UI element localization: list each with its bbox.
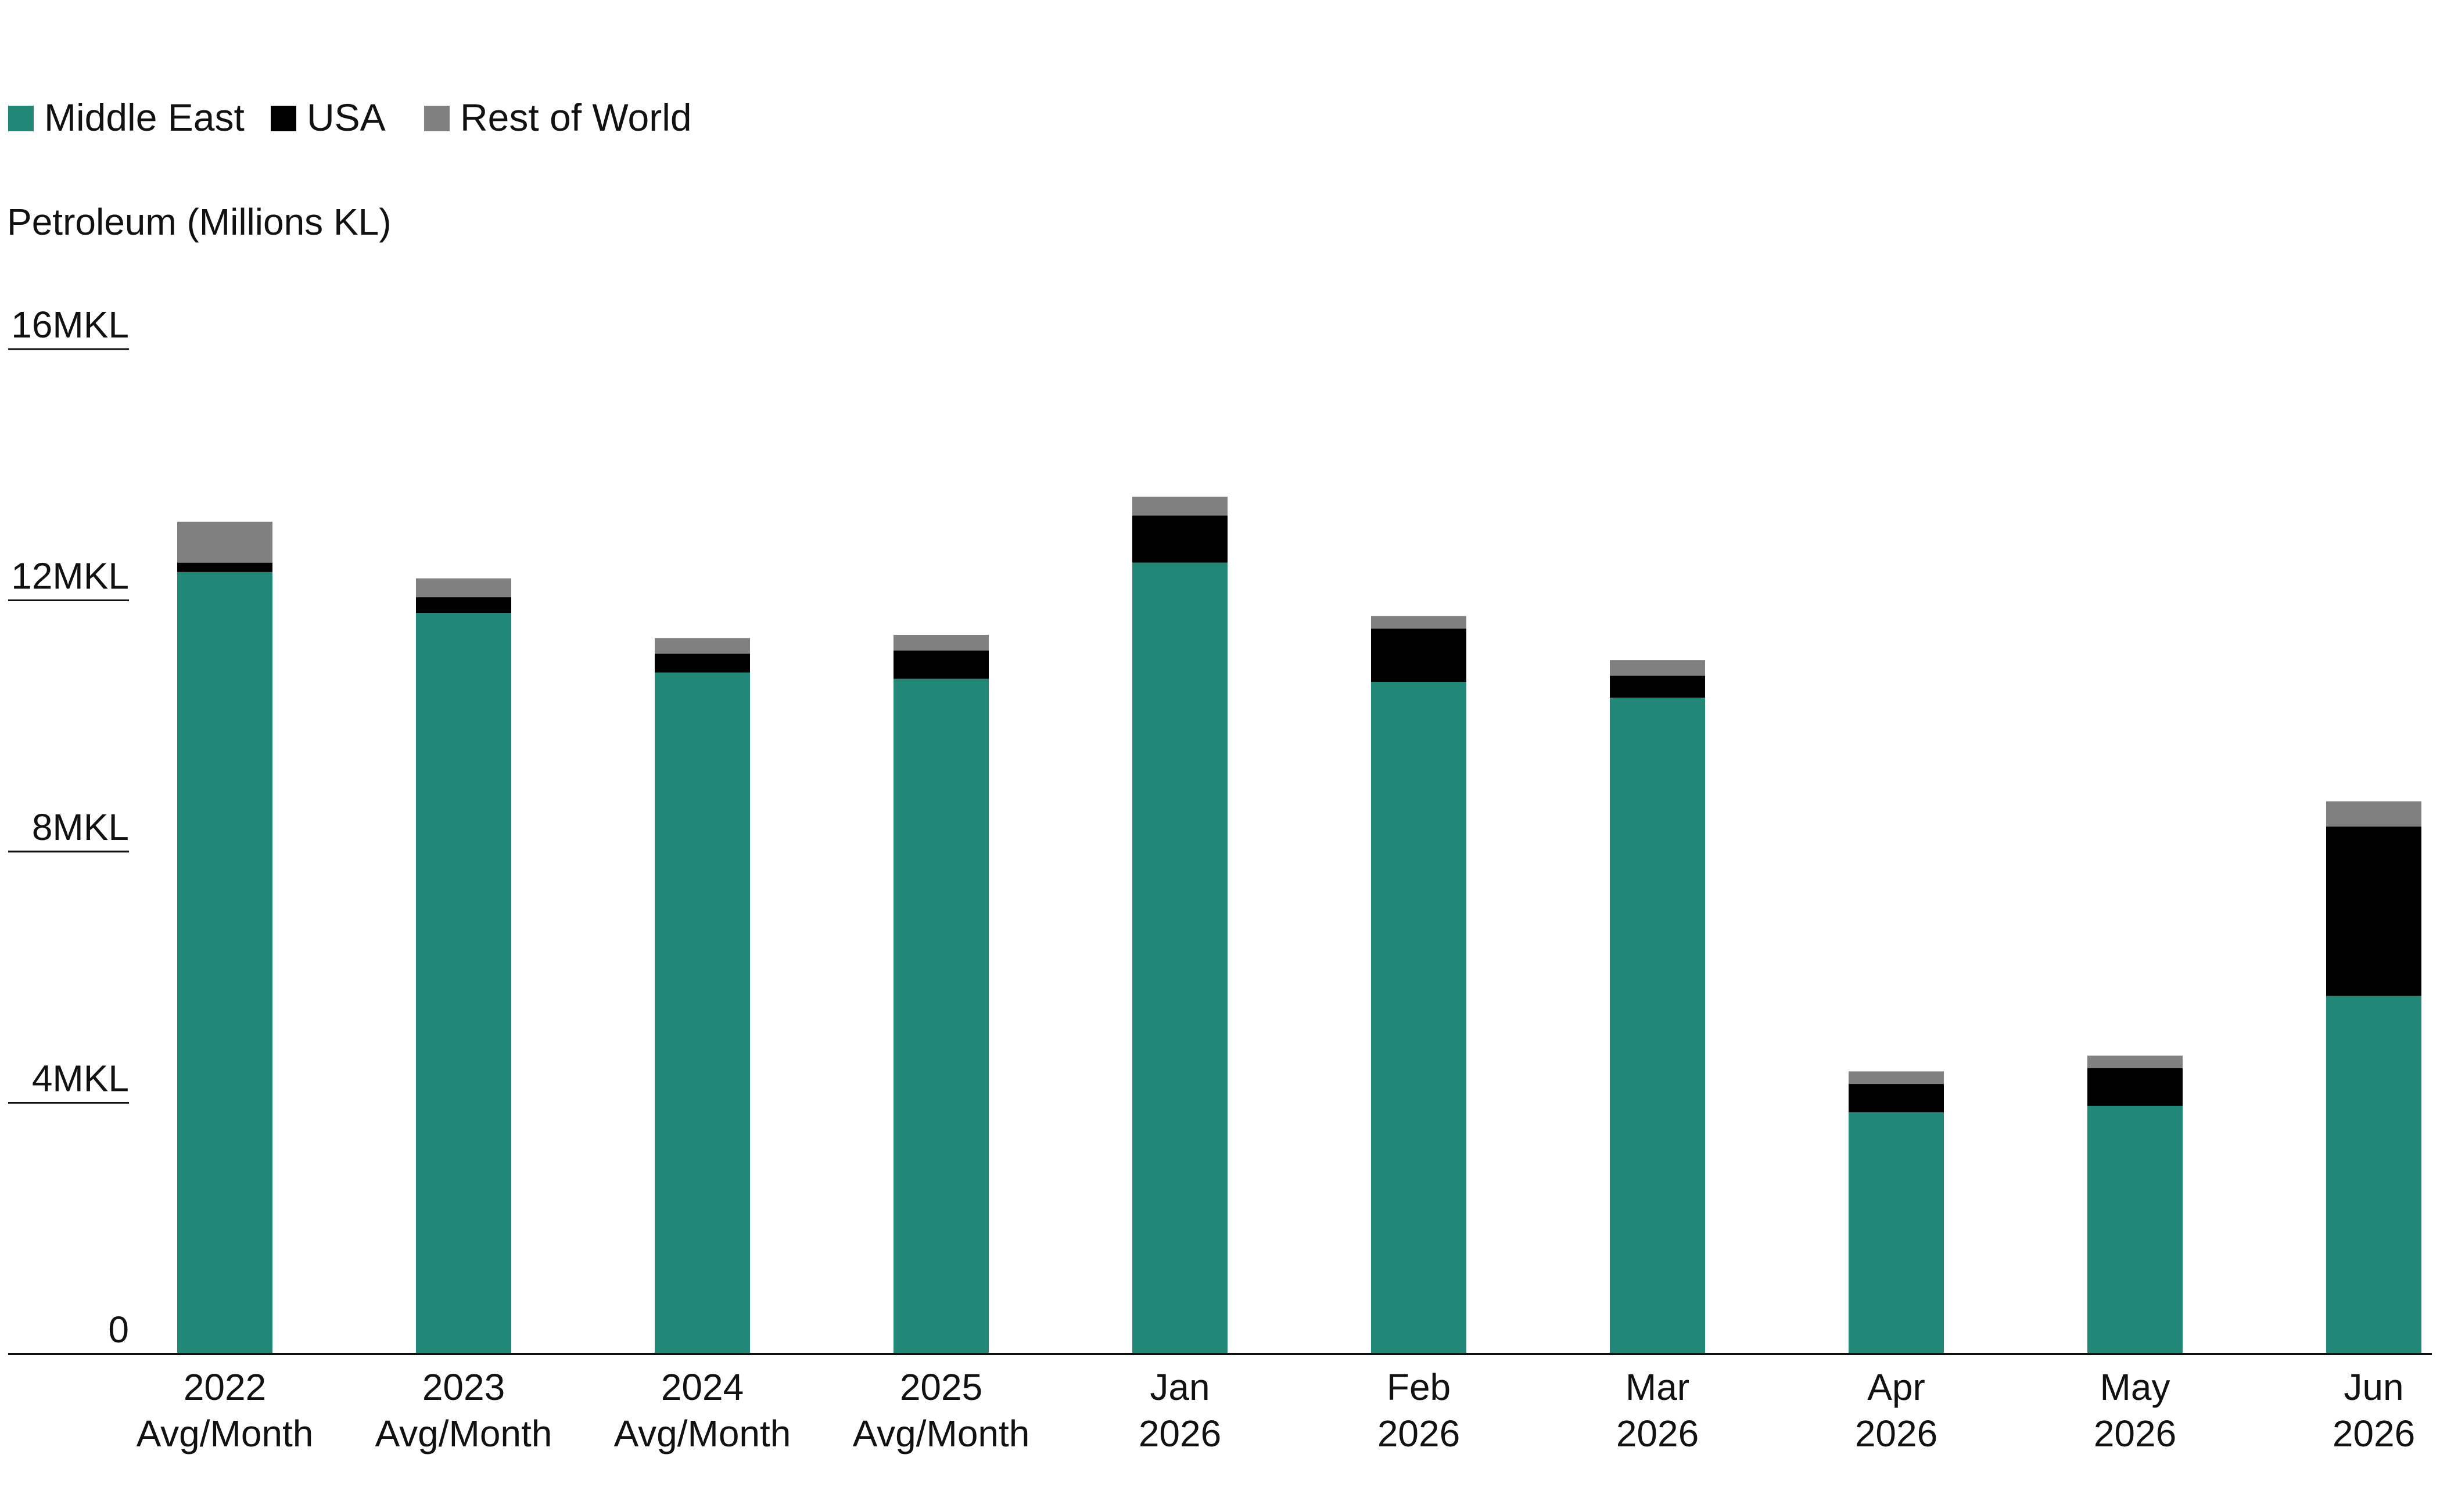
bar-middle-east-jan-2026 [1132,562,1228,1354]
x-category-label-mar-2026-line1: Mar [1626,1366,1689,1408]
x-category-label-2022-avg-month-line2: Avg/Month [137,1413,314,1454]
y-tick-label-0: 0 [108,1309,129,1351]
legend: Middle East USA Rest of World [8,96,692,139]
bar-usa-jun-2026 [2326,826,2421,996]
bar-rest-of-world-mar-2026 [1610,660,1705,676]
y-axis-label: Petroleum (Millions KL) [7,201,392,243]
bar-rest-of-world-jun-2026 [2326,801,2421,827]
bar-middle-east-apr-2026 [1849,1112,1944,1354]
bar-rest-of-world-2025-avg-month [894,634,989,651]
bar-rest-of-world-may-2026 [2087,1055,2183,1069]
bar-usa-2023-avg-month [416,597,511,613]
y-axis-ticks: 0 4MKL 8MKL 12MKL 16MKL [8,304,129,1351]
y-tick-label-16mkl: 16MKL [11,304,129,346]
bar-middle-east-2023-avg-month [416,613,511,1354]
bar-middle-east-2025-avg-month [894,678,989,1354]
bar-usa-may-2026 [2087,1068,2183,1106]
bar-middle-east-mar-2026 [1610,698,1705,1354]
bar-rest-of-world-jan-2026 [1132,497,1228,516]
x-axis-category-labels: 2022 Avg/Month 2023 Avg/Month 2024 Avg/Month 2… [137,1366,2416,1454]
x-category-label-feb-2026-line1: Feb [1387,1366,1451,1408]
bar-usa-feb-2026 [1371,628,1466,683]
bar-middle-east-2024-avg-month [655,672,750,1354]
bars [177,497,2421,1354]
x-category-label-may-2026-line1: May [2100,1366,2170,1408]
x-category-label-jan-2026-line2: 2026 [1139,1413,1221,1454]
bar-middle-east-2022-avg-month [177,572,272,1354]
bar-middle-east-jun-2026 [2326,996,2421,1354]
x-category-label-2023-avg-month-line1: 2023 [422,1366,505,1408]
bar-usa-jan-2026 [1132,515,1228,563]
x-category-label-apr-2026-line1: Apr [1867,1366,1925,1408]
x-category-label-2025-avg-month-line1: 2025 [900,1366,982,1408]
bar-rest-of-world-apr-2026 [1849,1071,1944,1084]
legend-label-middle-east: Middle East [44,96,245,139]
bar-rest-of-world-feb-2026 [1371,616,1466,629]
legend-swatch-usa [271,106,296,131]
x-category-label-jun-2026-line1: Jun [2344,1366,2403,1408]
x-category-label-2022-avg-month-line1: 2022 [184,1366,266,1408]
x-category-label-2024-avg-month-line1: 2024 [661,1366,744,1408]
x-category-label-may-2026-line2: 2026 [2094,1413,2176,1454]
x-category-label-feb-2026-line2: 2026 [1377,1413,1460,1454]
y-tick-label-12mkl: 12MKL [11,555,129,597]
bar-usa-apr-2026 [1849,1084,1944,1112]
x-category-label-2024-avg-month-line2: Avg/Month [614,1413,791,1454]
bar-rest-of-world-2023-avg-month [416,578,511,598]
y-tick-label-4mkl: 4MKL [32,1058,129,1100]
bar-usa-2025-avg-month [894,651,989,679]
x-category-label-jun-2026-line2: 2026 [2333,1413,2415,1454]
x-category-label-mar-2026-line2: 2026 [1616,1413,1699,1454]
legend-label-usa: USA [307,96,386,139]
bar-rest-of-world-2022-avg-month [177,522,272,563]
bar-rest-of-world-2024-avg-month [655,638,750,654]
bar-middle-east-feb-2026 [1371,682,1466,1354]
bar-middle-east-may-2026 [2087,1105,2183,1354]
bar-usa-mar-2026 [1610,676,1705,698]
bar-usa-2022-avg-month [177,562,272,572]
x-category-label-2025-avg-month-line2: Avg/Month [853,1413,1030,1454]
y-tick-label-8mkl: 8MKL [32,806,129,848]
bar-usa-2024-avg-month [655,653,750,673]
x-category-label-apr-2026-line2: 2026 [1855,1413,1937,1454]
legend-label-rest-of-world: Rest of World [460,96,692,139]
legend-swatch-middle-east [8,106,34,131]
x-category-label-jan-2026-line1: Jan [1150,1366,1210,1408]
legend-swatch-rest-of-world [424,106,450,131]
x-category-label-2023-avg-month-line2: Avg/Month [375,1413,552,1454]
